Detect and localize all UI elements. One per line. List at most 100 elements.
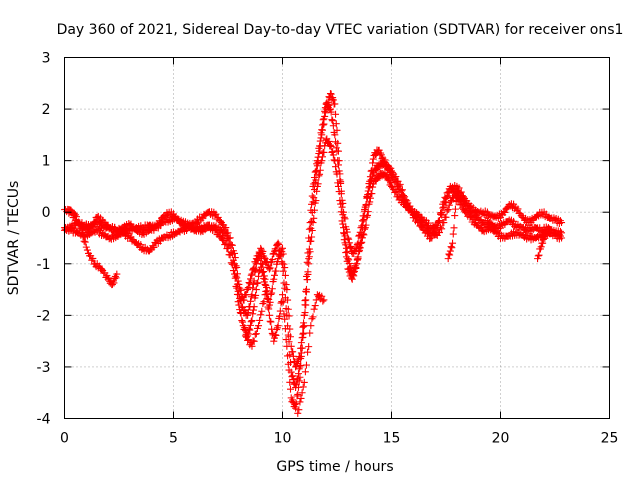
data-point [329,96,337,104]
data-point [542,229,550,237]
data-point [364,208,372,216]
data-point [259,300,267,308]
data-point [248,342,256,350]
data-point [450,224,458,232]
data-point [297,394,305,402]
data-point [350,267,358,275]
data-point [445,250,453,258]
data-point [318,126,326,134]
data-point [275,241,283,249]
data-point [78,229,86,237]
data-point [443,207,451,215]
data-point [227,259,235,267]
data-point [310,174,318,182]
data-point [541,234,549,242]
data-point [441,193,449,201]
data-point [280,260,288,268]
data-point [250,337,258,345]
data-point [369,159,377,167]
data-point [449,239,457,247]
data-point [392,188,400,196]
data-point [216,233,224,241]
data-point [329,151,337,159]
data-point [89,254,97,262]
data-point [253,279,261,287]
data-point [317,129,325,137]
data-point [343,228,351,236]
data-point [295,377,303,385]
data-point [231,270,239,278]
data-point [305,234,313,242]
data-point [342,244,350,252]
y-tick-label: -4 [37,412,51,428]
data-point [333,147,341,155]
data-point [275,251,283,259]
data-point [558,219,566,227]
chart-title: Day 360 of 2021, Sidereal Day-to-day VTE… [57,22,624,38]
data-point [363,193,371,201]
x-tick-label: 0 [60,431,69,447]
x-tick-label: 10 [274,431,292,447]
data-point [245,325,253,333]
data-point [399,197,407,205]
data-point [331,131,339,139]
data-point [259,268,267,276]
data-point [307,322,315,330]
data-point [342,249,350,257]
data-point [285,312,293,320]
data-point [352,264,360,272]
data-point [354,239,362,247]
data-point [443,189,451,197]
data-point [294,370,302,378]
data-point [274,239,282,247]
data-point [403,201,411,209]
data-point [314,153,322,161]
series-track-3 [61,99,566,412]
data-point [396,186,404,194]
data-point [76,225,84,233]
data-point [328,116,336,124]
data-point [308,192,316,200]
data-point [340,208,348,216]
data-point [305,343,313,351]
data-point [357,224,365,232]
data-point [466,203,474,211]
data-point [353,241,361,249]
data-point [320,115,328,123]
data-point [232,262,240,270]
data-point [309,313,317,321]
data-point [266,298,274,306]
data-point [263,283,271,291]
data-point [304,348,312,356]
data-point [539,239,547,247]
data-point [300,378,308,386]
data-point [241,324,249,332]
data-point [288,398,296,406]
data-point [510,217,518,225]
data-point [337,187,345,195]
data-point [368,166,376,174]
data-point [231,249,239,257]
data-point [534,252,542,260]
data-point [410,211,418,219]
data-point [449,230,457,238]
data-point [305,253,313,261]
data-point [286,385,294,393]
data-point [238,292,246,300]
data-point [238,317,246,325]
data-point [231,274,239,282]
data-point [307,206,315,214]
data-point [79,230,87,238]
data-point [216,217,224,225]
data-point [281,271,289,279]
data-point [358,222,366,230]
x-tick-label: 25 [601,431,619,447]
data-point [384,166,392,174]
data-point [320,148,328,156]
data-point [93,213,101,221]
data-point [250,264,258,272]
data-point [320,296,328,304]
data-point [268,289,276,297]
data-point [327,90,335,98]
